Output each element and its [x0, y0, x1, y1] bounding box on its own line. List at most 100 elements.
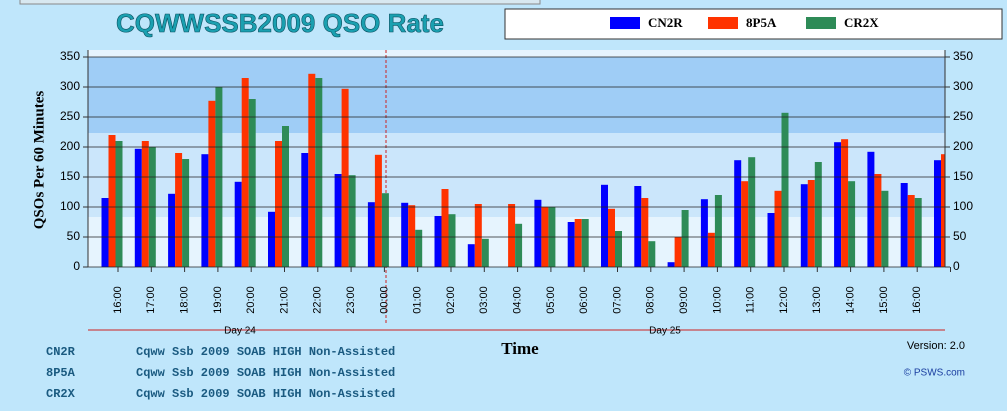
bar: [567, 222, 575, 267]
bar: [341, 88, 349, 267]
bar: [700, 199, 708, 267]
x-tick-label: 14:00: [845, 286, 857, 314]
x-tick-label: 01:00: [412, 286, 424, 314]
bar: [367, 202, 375, 267]
bar: [467, 244, 475, 267]
bar: [182, 159, 190, 267]
x-tick-label: 16:00: [112, 286, 124, 314]
legend-swatch: [610, 17, 640, 29]
bar: [348, 175, 356, 267]
bar: [508, 204, 516, 267]
bar: [734, 160, 742, 267]
credit: © PSWS.com: [904, 368, 965, 379]
bar: [634, 186, 642, 267]
legend-label: CN2R: [648, 15, 683, 30]
station-desc: Cqww Ssb 2009 SOAB HIGH Non-Assisted: [136, 387, 395, 401]
bar: [268, 211, 275, 267]
bar: [208, 100, 216, 267]
x-tick-label: 19:00: [212, 286, 224, 314]
bar: [175, 153, 183, 267]
chart-title: CQWWSSB2009 QSO Rate: [116, 8, 444, 38]
day-label: Day 24: [224, 326, 256, 337]
x-tick-label: 04:00: [512, 286, 524, 314]
bar: [867, 151, 875, 267]
bar: [714, 195, 722, 267]
y2-tick-label: 150: [953, 169, 973, 183]
y-axis-label: QSOs Per 60 Minutes: [31, 91, 47, 230]
bar: [401, 202, 409, 267]
bar: [741, 181, 749, 267]
x-tick-label: 13:00: [811, 286, 823, 314]
bar: [814, 162, 822, 267]
x-axis-label: Time: [501, 339, 539, 358]
y-tick-label: 200: [60, 139, 80, 153]
x-tick-label: 10:00: [711, 286, 723, 314]
bar: [648, 241, 656, 267]
y2-tick-label: 50: [953, 229, 967, 243]
bar: [374, 154, 382, 267]
x-tick-label: 02:00: [445, 286, 457, 314]
bar: [248, 99, 256, 267]
bar: [448, 214, 456, 267]
bar: [275, 141, 282, 267]
bar: [941, 154, 945, 267]
bar: [914, 198, 922, 267]
y-tick-label: 50: [67, 229, 81, 243]
bar: [515, 223, 523, 267]
bar: [581, 219, 589, 267]
y2-tick-label: 200: [953, 139, 973, 153]
bar: [101, 198, 109, 267]
bar: [381, 193, 389, 267]
x-tick-label: 23:00: [345, 286, 357, 314]
window-tab: [19, 0, 541, 5]
y2-tick-label: 100: [953, 199, 973, 213]
legend-swatch: [708, 17, 738, 29]
bar: [134, 148, 142, 267]
x-tick-label: 15:00: [878, 286, 890, 314]
bar: [748, 157, 756, 267]
x-tick-label: 05:00: [545, 286, 557, 314]
x-tick-label: 08:00: [645, 286, 657, 314]
bar: [848, 181, 856, 267]
y-tick-label: 350: [60, 49, 80, 63]
bar: [615, 231, 622, 267]
bar: [881, 190, 889, 267]
bar: [841, 139, 849, 267]
bar: [681, 210, 689, 267]
station-call: 8P5A: [46, 366, 76, 380]
bar: [641, 198, 649, 267]
y2-tick-label: 250: [953, 109, 973, 123]
station-call: CN2R: [46, 345, 76, 359]
bar: [481, 238, 489, 267]
bar: [534, 199, 542, 267]
bar: [834, 142, 842, 267]
y-tick-label: 0: [73, 259, 80, 273]
bar: [667, 262, 675, 267]
bar: [874, 174, 882, 267]
bar: [282, 126, 289, 267]
bar: [781, 112, 789, 267]
station-desc: Cqww Ssb 2009 SOAB HIGH Non-Assisted: [136, 366, 395, 380]
x-tick-label: 18:00: [179, 286, 191, 314]
x-tick-label: 16:00: [911, 286, 923, 314]
bar: [774, 190, 782, 267]
x-tick-label: 06:00: [578, 286, 590, 314]
bar: [807, 180, 815, 267]
bar: [441, 189, 449, 267]
bar: [201, 154, 209, 267]
bar: [707, 232, 715, 267]
x-tick-label: 00:00: [378, 286, 390, 314]
bar: [900, 183, 908, 267]
x-tick-label: 03:00: [478, 286, 490, 314]
legend-label: 8P5A: [746, 15, 777, 30]
y-tick-label: 150: [60, 169, 80, 183]
bar: [315, 78, 323, 267]
bar: [408, 205, 416, 267]
bar: [767, 213, 775, 267]
bar: [674, 237, 682, 267]
bar: [800, 184, 808, 267]
version: Version: 2.0: [907, 340, 965, 352]
y2-tick-label: 0: [953, 259, 960, 273]
y-tick-label: 100: [60, 199, 80, 213]
legend-label: CR2X: [844, 15, 879, 30]
